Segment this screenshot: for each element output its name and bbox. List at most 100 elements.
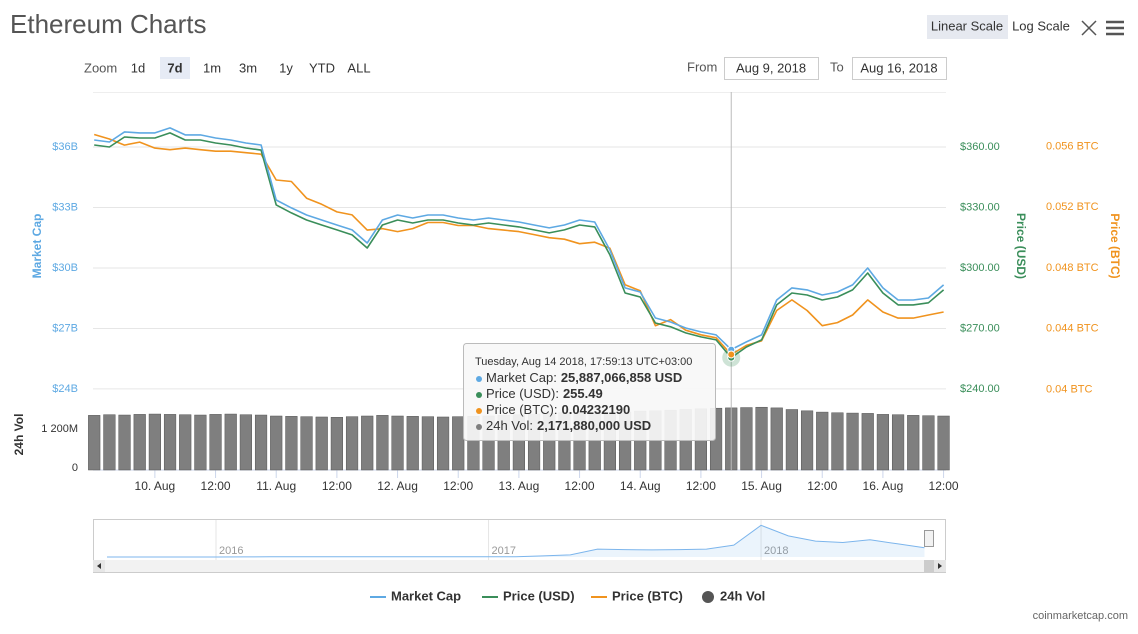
volume-bar (436, 416, 450, 471)
y-tick-label: $24B (52, 383, 78, 395)
scroll-right-arrow (938, 563, 942, 569)
volume-bar (800, 410, 814, 471)
volume-bar (816, 411, 829, 471)
log-scale-label[interactable]: Log Scale (1012, 18, 1070, 33)
x-tick-label: 10. Aug (135, 479, 176, 493)
tooltip-label: Market Cap: (486, 370, 557, 385)
scroll-thumb[interactable] (924, 560, 934, 572)
y3-tick-label: 0.056 BTC (1046, 141, 1099, 153)
tooltip-label: Price (BTC): (486, 402, 558, 417)
tooltip-bullet (476, 376, 482, 382)
y3-tick-label: 0.048 BTC (1046, 262, 1099, 274)
linear-scale-label[interactable]: Linear Scale (931, 18, 1003, 33)
volume-bar (891, 414, 905, 471)
volume-bar (209, 414, 222, 471)
legend-label[interactable]: 24h Vol (720, 588, 765, 603)
legend-swatch (702, 591, 714, 603)
volume-bar (239, 414, 252, 471)
from-value[interactable]: Aug 9, 2018 (736, 60, 806, 75)
x-tick-label: 2018 (764, 545, 788, 557)
x-tick-label: 14. Aug (620, 479, 661, 493)
y-tick-label: $33B (52, 201, 78, 213)
volume-bar (391, 415, 404, 471)
linear-scale-button[interactable] (927, 15, 1008, 39)
x-tick-label: 11. Aug (256, 479, 296, 493)
from-input[interactable] (724, 57, 819, 80)
volume-bar (831, 412, 844, 471)
y-axis-title: Market Cap (30, 214, 44, 279)
navigator-handle[interactable] (924, 530, 934, 547)
zoom-button[interactable]: ALL (347, 60, 370, 75)
y-tick-label: $36B (52, 141, 78, 153)
y-tick-label: $27B (52, 322, 78, 334)
from-label: From (687, 59, 717, 74)
volume-bar (224, 413, 237, 471)
volume-bar (770, 407, 783, 471)
x-tick-label: 12:00 (201, 479, 231, 493)
volume-bar (345, 416, 359, 471)
legend-label[interactable]: Price (BTC) (612, 588, 683, 603)
y2-tick-label: $330.00 (960, 201, 1000, 213)
zoom-button[interactable]: 1d (131, 60, 145, 75)
zoom-button-selected[interactable] (160, 57, 190, 79)
zoom-button[interactable]: 3m (239, 60, 257, 75)
credit: coinmarketcap.com (1033, 610, 1128, 622)
volume-bar (452, 416, 465, 471)
y2-tick-label: $270.00 (960, 322, 1000, 334)
tooltip-value: 25,887,066,858 USD (561, 370, 682, 385)
volume-bar (861, 413, 874, 471)
legend-label[interactable]: Price (USD) (503, 588, 575, 603)
volume-bar (315, 416, 328, 471)
x-tick-label: 12:00 (929, 479, 959, 493)
zoom-button[interactable]: 1m (203, 60, 221, 75)
tooltip-value: 255.49 (563, 386, 603, 401)
x-tick-label: 2016 (219, 545, 243, 557)
line-series (94, 127, 945, 351)
legend-label[interactable]: Market Cap (391, 588, 461, 603)
volume-bar (740, 407, 753, 471)
fullscreen-icon[interactable] (1081, 20, 1097, 36)
x-tick-label: 13. Aug (499, 479, 540, 493)
volume-bar (88, 415, 101, 471)
x-tick-label: 12:00 (443, 479, 473, 493)
y3-tick-label: 0.052 BTC (1046, 201, 1099, 213)
x-tick-label: 12. Aug (377, 479, 418, 493)
volume-bar (421, 416, 434, 471)
zoom-button[interactable]: 1y (279, 60, 293, 75)
to-value[interactable]: Aug 16, 2018 (860, 60, 937, 75)
volume-bar (876, 414, 889, 471)
volume-bar (254, 414, 268, 471)
scroll-left-arrow (97, 563, 101, 569)
scrollbar[interactable] (93, 560, 946, 572)
to-label: To (830, 59, 844, 74)
zoom-button[interactable]: 7d (167, 60, 182, 75)
volume-bar (846, 412, 859, 471)
page-title: Ethereum Charts (10, 9, 207, 39)
volume-bar (179, 414, 192, 471)
navigator-frame (93, 519, 946, 573)
volume-bar (785, 409, 798, 471)
x-tick-label: 12:00 (807, 479, 837, 493)
x-tick-label: 15. Aug (741, 479, 782, 493)
navigator-line (107, 524, 925, 558)
tooltip-row: Market Cap: 25,887,066,858 USD (486, 370, 682, 385)
tooltip-bullet (476, 408, 482, 414)
hover-marker (727, 350, 736, 359)
plot: $24B $27B $30B $33B $36B Market Cap $240.00 $27… (12, 92, 1122, 603)
navigator-area-fill (107, 525, 925, 557)
zoom-label: Zoom (84, 60, 117, 75)
volume-bar (406, 416, 419, 471)
tooltip-label: 24h Vol: (486, 418, 533, 433)
y-axis-title: 24h Vol (12, 414, 26, 456)
x-tick-label: 12:00 (322, 479, 352, 493)
line-series (93, 133, 944, 356)
zoom-button[interactable]: YTD (309, 60, 335, 75)
tooltip-title: Tuesday, Aug 14 2018, 17:59:13 UTC+03:00 (475, 356, 692, 368)
y3-tick-label: 0.04 BTC (1046, 383, 1093, 395)
volume-bar (194, 414, 207, 471)
menu-icon[interactable] (1106, 20, 1124, 36)
to-input[interactable] (852, 57, 947, 80)
tooltip-bullet (476, 424, 482, 430)
volume-bar (103, 414, 116, 471)
